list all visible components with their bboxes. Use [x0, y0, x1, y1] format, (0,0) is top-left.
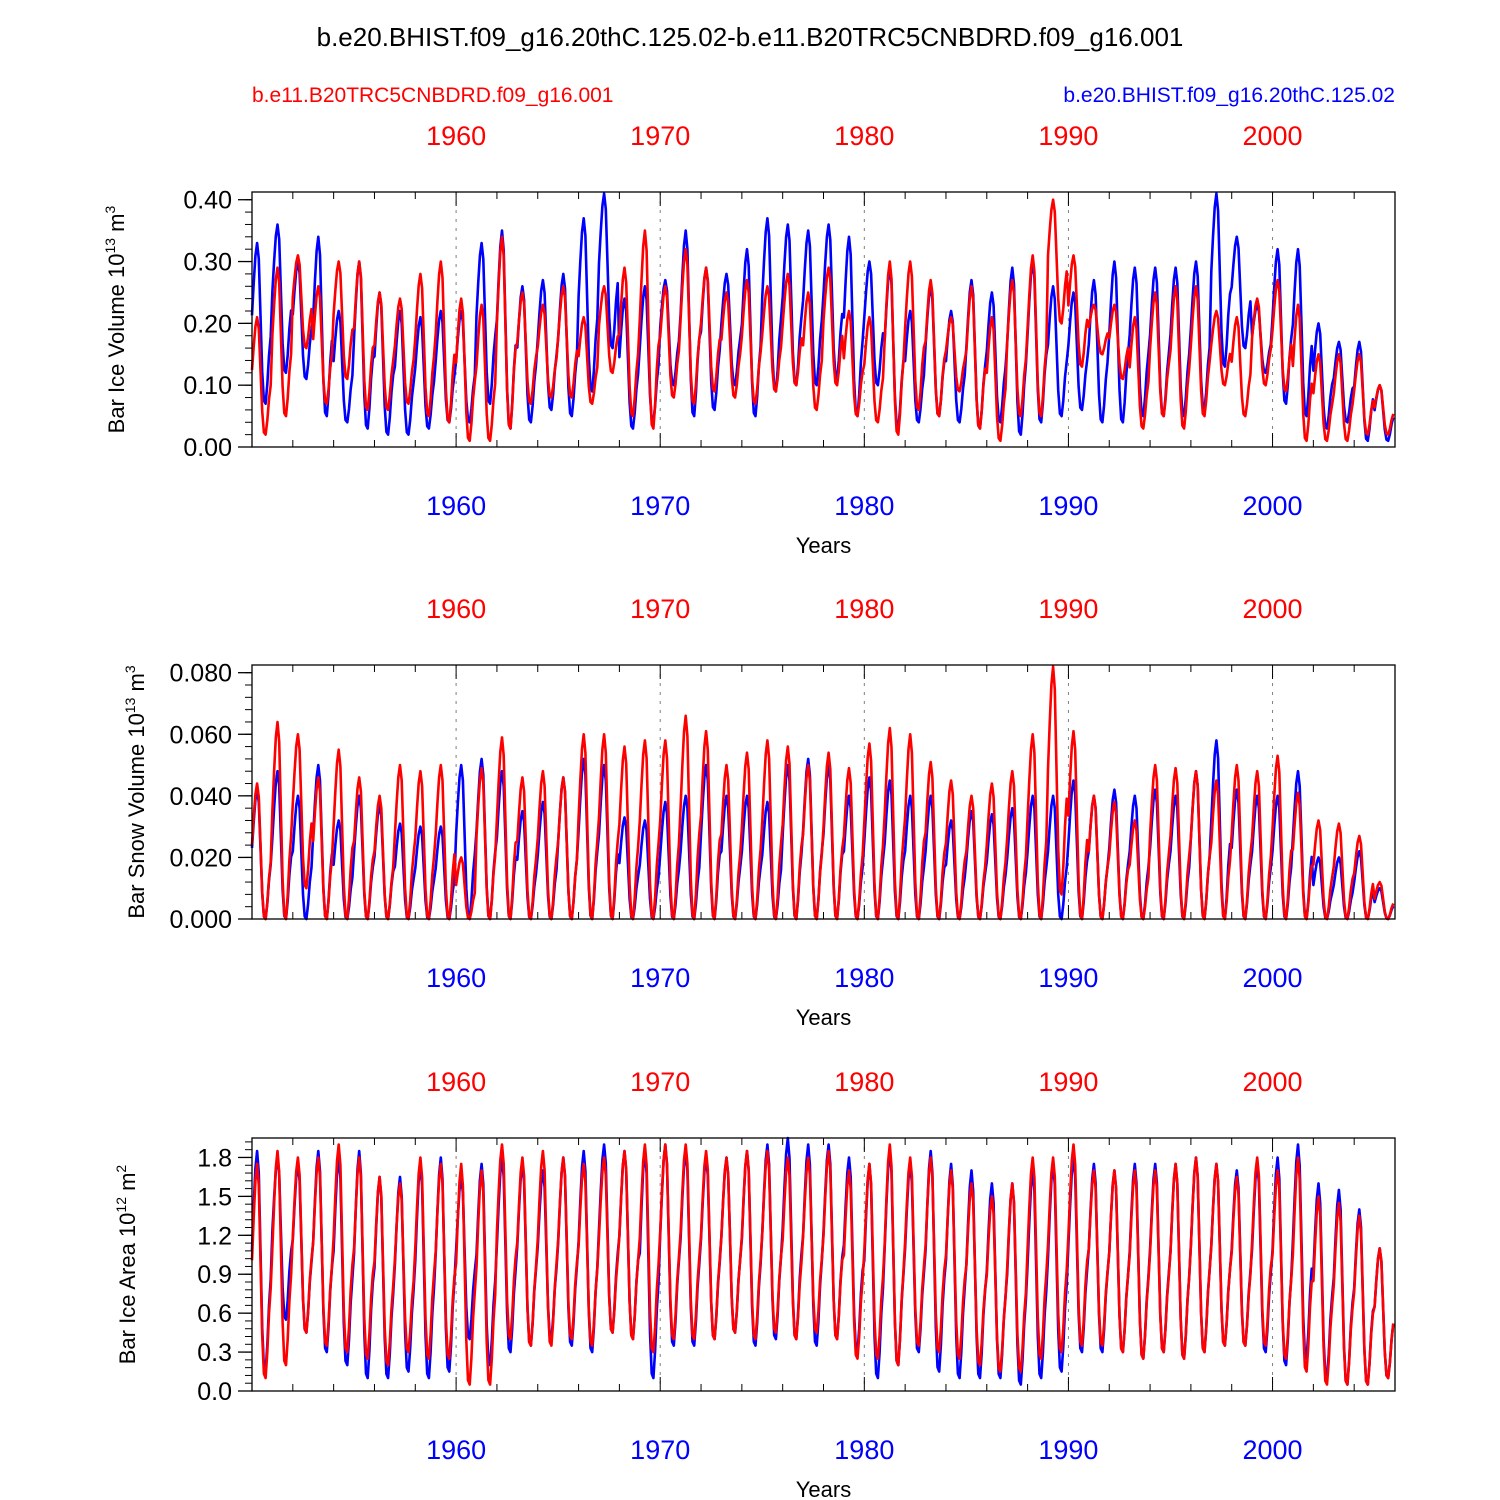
snow-volume-y-label-text: Bar Snow Volume 10	[124, 713, 149, 918]
legend-right-label: b.e20.BHIST.f09_g16.20thC.125.02	[1063, 84, 1395, 107]
ice-volume-top-year-label: 2000	[1242, 121, 1302, 151]
ice-volume-bottom-year-label: 1970	[630, 491, 690, 521]
ice-volume-panel: 0.00 0.10 0.20 0.30 0.40 1960 1960 1970 1970 1980…	[102, 121, 1396, 558]
snow-volume-x-axis-label: Years	[796, 1005, 851, 1030]
ice-area-top-year-label: 1990	[1038, 1067, 1098, 1097]
ice-volume-y-tick-label: 0.20	[183, 310, 232, 338]
snow-volume-top-year-label: 1980	[834, 594, 894, 624]
ice-area-bottom-year-label: 1970	[630, 1435, 690, 1465]
ice-area-x-axis-label: Years	[796, 1477, 851, 1500]
snow-volume-bottom-year-label: 1980	[834, 963, 894, 993]
ice-area-y-axis-label: Bar Ice Area 1012 m2	[113, 1165, 140, 1365]
ice-area-top-year-label: 1960	[426, 1067, 486, 1097]
ice-area-bottom-year-label: 1990	[1038, 1435, 1098, 1465]
ice-area-y-tick-label: 1.8	[197, 1144, 232, 1172]
ice-volume-bottom-year-label: 1960	[426, 491, 486, 521]
snow-volume-top-year-label: 1960	[426, 594, 486, 624]
ice-volume-top-year-label: 1960	[426, 121, 486, 151]
ice-volume-series-red-line	[250, 198, 1395, 443]
ice-area-bottom-year-label: 1980	[834, 1435, 894, 1465]
snow-volume-top-year-label: 2000	[1242, 594, 1302, 624]
ice-volume-x-axis-label: Years	[796, 533, 851, 558]
ice-area-y-label-text: Bar Ice Area 10	[115, 1213, 140, 1365]
snow-volume-series-red-line	[250, 665, 1395, 921]
ice-area-y-label-unit: m	[115, 1173, 140, 1197]
snow-volume-bottom-year-label: 1960	[426, 963, 486, 993]
snow-volume-y-label-exponent: 13	[122, 697, 138, 713]
snow-volume-y-tick-label: 0.080	[169, 660, 232, 688]
snow-volume-y-axis-label: Bar Snow Volume 1013 m3	[122, 665, 149, 919]
ice-volume-bottom-year-label: 1990	[1038, 491, 1098, 521]
ice-area-bottom-year-label: 2000	[1242, 1435, 1302, 1465]
snow-volume-y-tick-label: 0.040	[169, 783, 232, 811]
ice-area-y-tick-label: 1.5	[197, 1183, 232, 1211]
ice-area-top-year-label: 1970	[630, 1067, 690, 1097]
ice-area-y-tick-label: 0.0	[197, 1378, 232, 1406]
ice-area-top-year-label: 2000	[1242, 1067, 1302, 1097]
ice-area-bottom-year-label: 1960	[426, 1435, 486, 1465]
ice-volume-y-label-exponent: 13	[102, 238, 118, 254]
ice-volume-bottom-year-label: 1980	[834, 491, 894, 521]
ice-area-y-tick-label: 0.3	[197, 1339, 232, 1367]
snow-volume-bottom-year-label: 1970	[630, 963, 690, 993]
snow-volume-top-year-label: 1990	[1038, 594, 1098, 624]
ice-volume-y-tick-label: 0.40	[183, 187, 232, 215]
snow-volume-y-tick-label: 0.000	[169, 906, 232, 934]
ice-area-top-year-label: 1980	[834, 1067, 894, 1097]
ice-area-y-tick-label: 0.9	[197, 1261, 232, 1289]
ice-volume-y-label-unit: m	[104, 213, 129, 237]
ice-volume-top-year-label: 1970	[630, 121, 690, 151]
snow-volume-bottom-year-label: 1990	[1038, 963, 1098, 993]
snow-volume-y-label-unit: m	[124, 673, 149, 697]
ice-volume-y-axis-label: Bar Ice Volume 1013 m3	[102, 205, 129, 433]
snow-volume-bottom-year-label: 2000	[1242, 963, 1302, 993]
ice-volume-bottom-year-label: 2000	[1242, 491, 1302, 521]
ice-area-y-label-unit-exponent: 2	[113, 1165, 129, 1173]
snow-volume-y-tick-label: 0.060	[169, 721, 232, 749]
legend-left-label: b.e11.B20TRC5CNBDRD.f09_g16.001	[252, 84, 613, 107]
ice-volume-top-year-label: 1980	[834, 121, 894, 151]
ice-volume-y-label-unit-exponent: 3	[102, 205, 118, 213]
ice-area-panel: 0.0 0.3 0.6 0.9 1.2 1.5 1.8 1960 1960 1970 1970 198…	[113, 1067, 1396, 1500]
ice-volume-top-year-label: 1990	[1038, 121, 1098, 151]
snow-volume-top-year-label: 1970	[630, 594, 690, 624]
figure-title: b.e20.BHIST.f09_g16.20thC.125.02-b.e11.B…	[317, 22, 1184, 52]
ice-volume-y-tick-label: 0.00	[183, 434, 232, 462]
ice-area-y-tick-label: 1.2	[197, 1222, 232, 1250]
ice-volume-y-label-text: Bar Ice Volume 10	[104, 254, 129, 434]
snow-volume-y-tick-label: 0.020	[169, 844, 232, 872]
ice-volume-y-tick-label: 0.30	[183, 249, 232, 277]
ice-area-y-label-exponent: 12	[113, 1197, 129, 1213]
snow-volume-panel: 0.000 0.020 0.040 0.060 0.080 1960 1960 1970 197…	[122, 594, 1396, 1030]
ice-volume-y-tick-label: 0.10	[183, 372, 232, 400]
ice-area-series-red-line	[250, 1143, 1395, 1386]
ice-area-y-tick-label: 0.6	[197, 1300, 232, 1328]
snow-volume-y-label-unit-exponent: 3	[122, 665, 138, 673]
